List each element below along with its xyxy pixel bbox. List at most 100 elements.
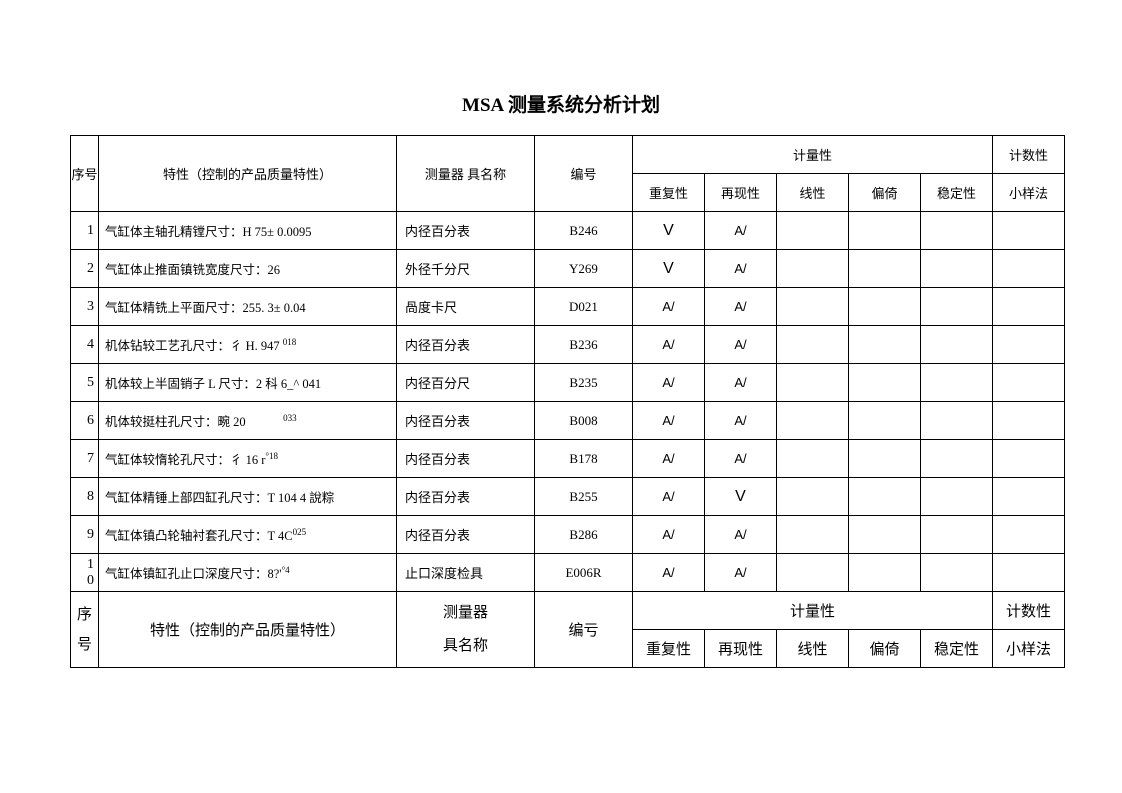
- cell-seq: 2: [71, 250, 99, 288]
- cell-repeat: V: [633, 212, 705, 250]
- cell-linear: [777, 288, 849, 326]
- hdr-reproduce: 再现性: [705, 174, 777, 212]
- cell-characteristic: 机体钻较工艺孔尺寸：彳 H. 947 018: [99, 326, 397, 364]
- cell-repeat: A/: [633, 554, 705, 592]
- cell-characteristic: 气缸体精铣上平面尺寸：255. 3± 0.04: [99, 288, 397, 326]
- cell-instrument: 内径百分表: [397, 326, 535, 364]
- cell-seq: 10: [71, 554, 99, 592]
- cell-repeat: A/: [633, 364, 705, 402]
- cell-reproduce: A/: [705, 516, 777, 554]
- cell-small: [993, 516, 1065, 554]
- cell-instrument: 内径百分表: [397, 440, 535, 478]
- cell-repeat: A/: [633, 478, 705, 516]
- cell-small: [993, 402, 1065, 440]
- cell-characteristic: 机体较挺柱孔尺寸：畹 20 033: [99, 402, 397, 440]
- cell-small: [993, 250, 1065, 288]
- cell-code: E006R: [535, 554, 633, 592]
- cell-code: Y269: [535, 250, 633, 288]
- cell-code: B286: [535, 516, 633, 554]
- cell-small: [993, 364, 1065, 402]
- cell-stability: [921, 250, 993, 288]
- cell-bias: [849, 554, 921, 592]
- ftr-seq: 序号: [71, 592, 99, 668]
- cell-instrument: 内径百分尺: [397, 364, 535, 402]
- cell-reproduce: A/: [705, 250, 777, 288]
- cell-reproduce: A/: [705, 554, 777, 592]
- hdr-stability: 稳定性: [921, 174, 993, 212]
- cell-characteristic: 气缸体较惰轮孔尺寸：彳 16 r°18: [99, 440, 397, 478]
- table-row: 8气缸体精锤上部四缸孔尺寸：T 104 4 說粽内径百分表B255A/V: [71, 478, 1065, 516]
- cell-bias: [849, 212, 921, 250]
- hdr-seq: 序号: [71, 136, 99, 212]
- cell-instrument: 内径百分表: [397, 516, 535, 554]
- ftr-inst: 测量器具名称: [397, 592, 535, 668]
- cell-linear: [777, 478, 849, 516]
- ftr-linear: 线性: [777, 630, 849, 668]
- cell-small: [993, 288, 1065, 326]
- cell-linear: [777, 212, 849, 250]
- cell-linear: [777, 326, 849, 364]
- cell-reproduce: A/: [705, 402, 777, 440]
- cell-characteristic: 气缸体主轴孔精镗尺寸：H 75± 0.0095: [99, 212, 397, 250]
- cell-stability: [921, 364, 993, 402]
- cell-characteristic: 气缸体镇凸轮轴衬套孔尺寸：T 4C025: [99, 516, 397, 554]
- hdr-code: 编号: [535, 136, 633, 212]
- cell-small: [993, 554, 1065, 592]
- hdr-linear: 线性: [777, 174, 849, 212]
- cell-seq: 9: [71, 516, 99, 554]
- cell-bias: [849, 402, 921, 440]
- cell-linear: [777, 516, 849, 554]
- msa-table: 序号 特性（控制的产品质量特性） 测量器 具名称 编号 计量性 计数性 重复性 …: [70, 135, 1065, 668]
- hdr-char: 特性（控制的产品质量特性）: [99, 136, 397, 212]
- cell-characteristic: 机体较上半固销子 L 尺寸：2 科 6_^ 041: [99, 364, 397, 402]
- cell-seq: 1: [71, 212, 99, 250]
- cell-bias: [849, 326, 921, 364]
- ftr-count: 计数性: [993, 592, 1065, 630]
- cell-linear: [777, 554, 849, 592]
- cell-characteristic: 气缸体镇缸孔止口深度尺寸：8?'°4: [99, 554, 397, 592]
- cell-reproduce: V: [705, 478, 777, 516]
- cell-instrument: 咼度卡尺: [397, 288, 535, 326]
- cell-bias: [849, 440, 921, 478]
- cell-bias: [849, 516, 921, 554]
- cell-stability: [921, 554, 993, 592]
- cell-code: B236: [535, 326, 633, 364]
- cell-code: B008: [535, 402, 633, 440]
- cell-characteristic: 气缸体止推面镇铣宽度尺寸：26: [99, 250, 397, 288]
- cell-instrument: 内径百分表: [397, 402, 535, 440]
- cell-repeat: A/: [633, 402, 705, 440]
- cell-reproduce: A/: [705, 288, 777, 326]
- cell-reproduce: A/: [705, 364, 777, 402]
- cell-stability: [921, 326, 993, 364]
- cell-instrument: 内径百分表: [397, 212, 535, 250]
- table-row: 6机体较挺柱孔尺寸：畹 20 033内径百分表B008A/A/: [71, 402, 1065, 440]
- cell-seq: 6: [71, 402, 99, 440]
- cell-bias: [849, 364, 921, 402]
- page-title: MSA 测量系统分析计划: [70, 90, 1052, 117]
- hdr-count: 计数性: [993, 136, 1065, 174]
- ftr-char: 特性（控制的产品质量特性）: [99, 592, 397, 668]
- ftr-code: 编亏: [535, 592, 633, 668]
- cell-bias: [849, 288, 921, 326]
- cell-small: [993, 326, 1065, 364]
- hdr-repeat: 重复性: [633, 174, 705, 212]
- cell-repeat: V: [633, 250, 705, 288]
- cell-code: D021: [535, 288, 633, 326]
- cell-reproduce: A/: [705, 440, 777, 478]
- cell-linear: [777, 250, 849, 288]
- table-row: 2气缸体止推面镇铣宽度尺寸：26外径千分尺Y269VA/: [71, 250, 1065, 288]
- cell-small: [993, 440, 1065, 478]
- cell-repeat: A/: [633, 288, 705, 326]
- hdr-bias: 偏倚: [849, 174, 921, 212]
- cell-code: B235: [535, 364, 633, 402]
- cell-seq: 3: [71, 288, 99, 326]
- cell-seq: 4: [71, 326, 99, 364]
- cell-seq: 7: [71, 440, 99, 478]
- cell-bias: [849, 250, 921, 288]
- cell-linear: [777, 402, 849, 440]
- cell-small: [993, 478, 1065, 516]
- cell-stability: [921, 212, 993, 250]
- ftr-repeat: 重复性: [633, 630, 705, 668]
- cell-code: B246: [535, 212, 633, 250]
- ftr-reproduce: 再现性: [705, 630, 777, 668]
